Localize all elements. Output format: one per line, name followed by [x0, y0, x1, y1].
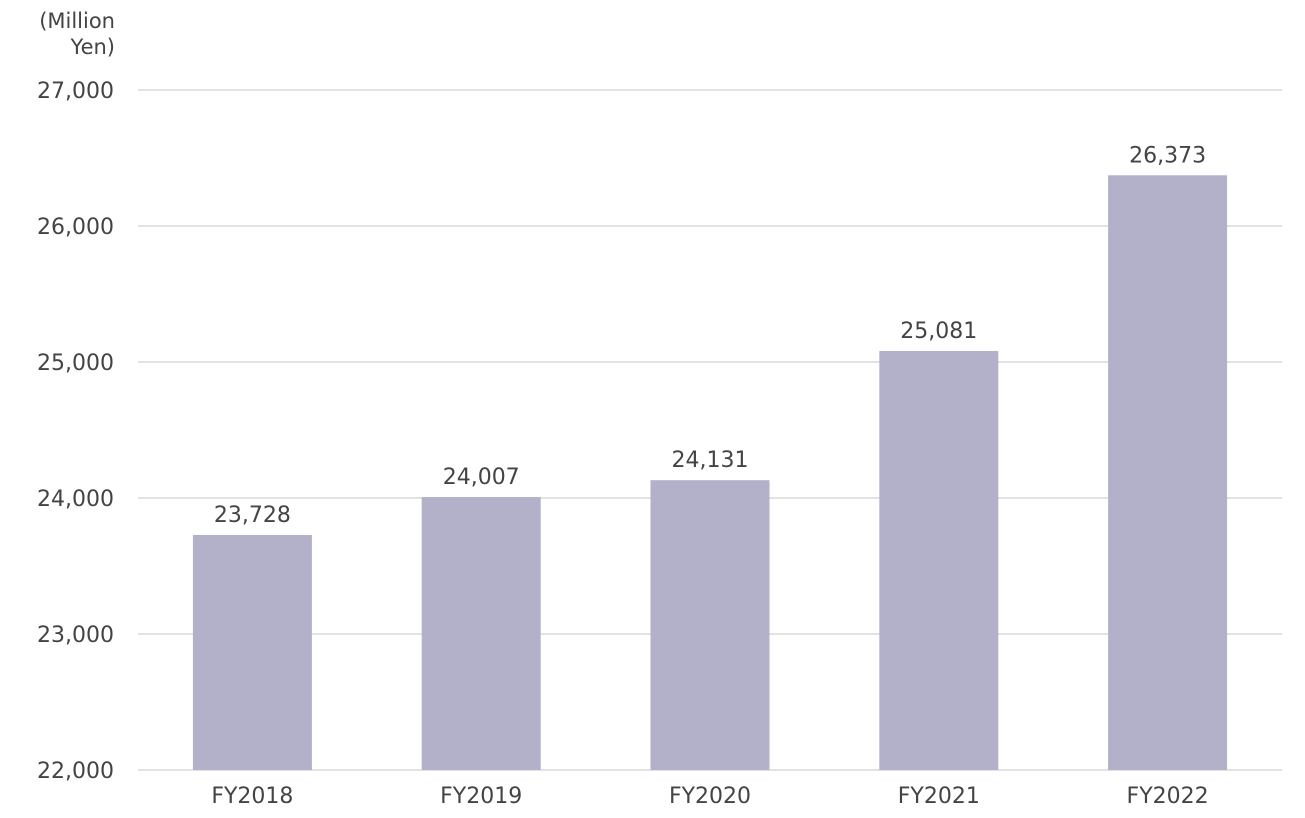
data-labels: 23,728 24,007 24,131 25,081 26,373: [214, 143, 1206, 528]
data-label: 24,131: [672, 448, 749, 473]
bars: [192, 175, 1228, 771]
data-label: 26,373: [1129, 143, 1206, 168]
bar-fy2018: [192, 534, 312, 770]
x-tick-label: FY2022: [1127, 784, 1209, 809]
x-tick-label: FY2019: [440, 784, 522, 809]
x-tick-label: FY2021: [898, 784, 980, 809]
y-tick-label: 25,000: [37, 351, 114, 376]
bar-fy2019: [421, 497, 541, 770]
y-tick-label: 24,000: [37, 487, 114, 512]
y-tick-label: 27,000: [37, 79, 114, 104]
data-label: 24,007: [443, 465, 520, 490]
unit-label-line-2: Yen): [70, 35, 115, 59]
bar-fy2020: [650, 480, 770, 770]
y-axis-unit-label: (Million Yen): [20, 8, 115, 60]
x-tick-label: FY2018: [211, 784, 293, 809]
y-tick-label: 26,000: [37, 215, 114, 240]
x-tick-label: FY2020: [669, 784, 751, 809]
bar-fy2022: [1108, 175, 1228, 771]
unit-label-line-1: (Million: [39, 9, 115, 33]
bar-fy2021: [879, 350, 999, 770]
y-tick-label: 23,000: [37, 623, 114, 648]
x-axis-tick-labels: FY2018 FY2019 FY2020 FY2021 FY2022: [211, 784, 1208, 809]
y-tick-label: 22,000: [37, 759, 114, 784]
y-axis-tick-labels: 22,000 23,000 24,000 25,000 26,000 27,000: [37, 79, 114, 784]
data-label: 25,081: [900, 319, 977, 344]
data-label: 23,728: [214, 503, 291, 528]
